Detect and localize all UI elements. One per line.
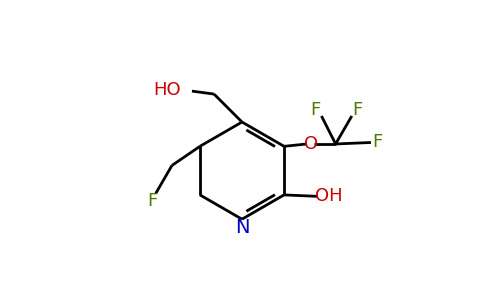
Text: HO: HO (153, 81, 181, 99)
Text: N: N (235, 218, 249, 237)
Text: O: O (303, 135, 318, 153)
Text: F: F (147, 192, 157, 210)
Text: OH: OH (315, 188, 343, 206)
Text: F: F (310, 100, 321, 118)
Text: F: F (352, 100, 362, 118)
Text: F: F (372, 134, 382, 152)
